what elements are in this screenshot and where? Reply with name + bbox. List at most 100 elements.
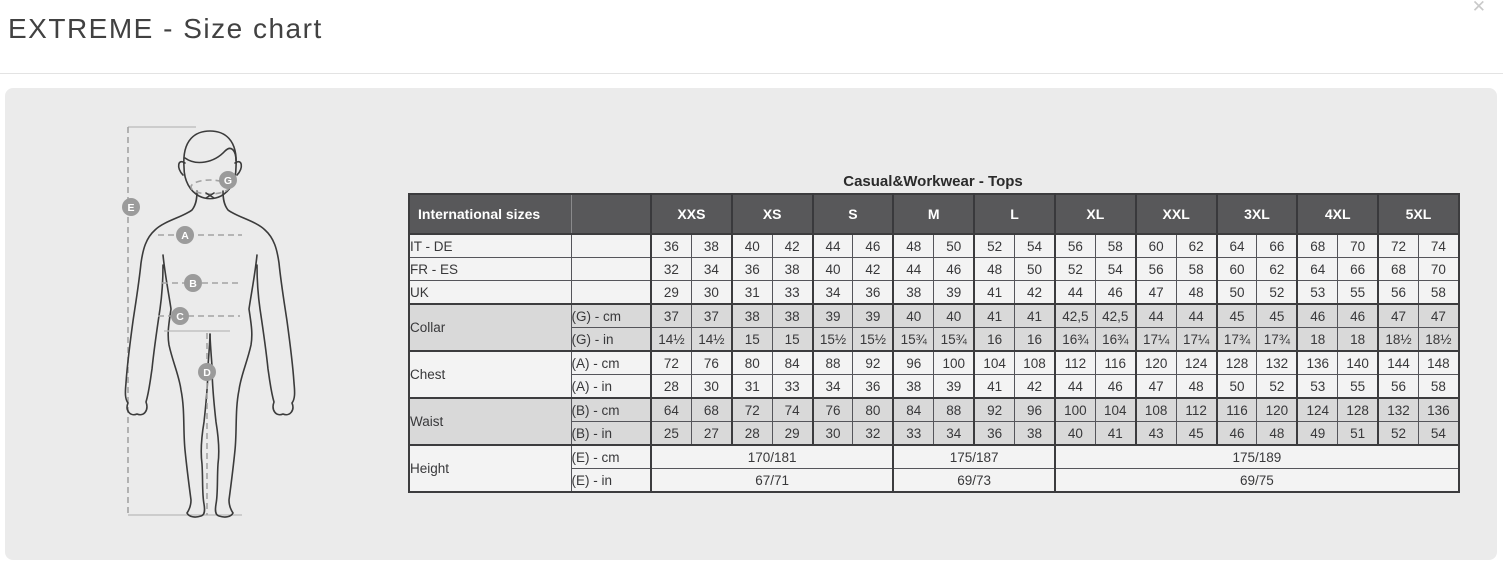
value-cell: 140 [1337, 350, 1379, 375]
svg-text:G: G [224, 175, 232, 187]
value-cell: 58 [1417, 374, 1460, 399]
value-cell: 76 [811, 397, 854, 422]
size-column-header: 5XL [1377, 194, 1459, 235]
value-cell: 88 [811, 350, 854, 375]
value-cell: 38 [771, 303, 814, 328]
value-cell: 37 [690, 303, 733, 328]
size-column-header: M [892, 194, 975, 235]
hair-line [184, 147, 237, 164]
size-column-header: L [973, 194, 1055, 235]
size-table-body: IT - DE 36 38 40 42 44 46 48 50 52 54 56 58 60 62 64 66 6… [408, 233, 1460, 493]
value-cell: 124 [1175, 350, 1218, 375]
table-row: IT - DE 36 38 40 42 44 46 48 50 52 54 56 58 60 62 64 66 6… [408, 233, 1460, 258]
value-cell: 36 [649, 233, 692, 258]
sub-label-cell: (A) - cm [570, 350, 652, 375]
corner-header: International sizes [409, 194, 571, 235]
value-cell: 60 [1134, 233, 1177, 258]
value-cell: 56 [1377, 280, 1419, 305]
table-row: Height (E) - cm 170/181 175/187 175/189 [408, 444, 1460, 493]
size-column-header: 4XL [1296, 194, 1379, 235]
value-cell: 38 [771, 257, 814, 281]
value-cell: 36 [852, 374, 894, 399]
value-cell: 52 [973, 233, 1016, 258]
body-measurement-diagram: E G A B C D [122, 126, 296, 518]
value-cell: 34 [811, 280, 854, 305]
value-cell: 51 [1337, 421, 1379, 446]
value-cell: 112 [1175, 397, 1218, 422]
close-icon[interactable]: ✕ [1471, 0, 1486, 16]
value-cell: 68 [1377, 257, 1419, 281]
measure-badge-G: G [219, 171, 237, 189]
value-cell: 58 [1417, 280, 1460, 305]
value-cell: 45 [1215, 303, 1258, 328]
measure-badge-D: D [198, 363, 216, 381]
value-cell: 39 [852, 303, 894, 328]
size-table-container: Casual&Workwear - Tops International siz… [408, 173, 1460, 493]
value-cell: 48 [1256, 421, 1298, 446]
value-cell: 15¾ [892, 327, 935, 352]
value-cell: 96 [1014, 397, 1056, 422]
sub-label-cell [570, 233, 652, 258]
size-chart-panel: E G A B C D Casual&Workwear - Tops Inter… [5, 88, 1497, 560]
value-cell: 50 [1215, 280, 1258, 305]
value-cell: 74 [771, 397, 814, 422]
value-cell: 31 [730, 280, 773, 305]
value-cell: 53 [1296, 280, 1339, 305]
size-column-header: S [811, 194, 894, 235]
value-cell: 128 [1215, 350, 1258, 375]
value-cell: 68 [1296, 233, 1339, 258]
value-cell: 29 [649, 280, 692, 305]
value-cell: 42 [1014, 374, 1056, 399]
value-cell: 44 [811, 233, 854, 258]
value-cell: 136 [1296, 350, 1339, 375]
value-cell: 18½ [1377, 327, 1419, 352]
value-cell: 41 [1014, 303, 1056, 328]
value-cell: 50 [1014, 257, 1056, 281]
value-cell: 96 [892, 350, 935, 375]
size-column-header: XXL [1134, 194, 1217, 235]
value-cell: 100 [1053, 397, 1096, 422]
row-label: Height [408, 444, 572, 493]
measure-badge-C: C [171, 307, 189, 325]
value-cell: 42 [852, 257, 894, 281]
row-label: FR - ES [408, 257, 572, 281]
value-cell: 40 [811, 257, 854, 281]
table-row: (B) - in 25 27 28 29 30 32 33 34 36 38 40 41 43 45 46 48… [409, 421, 1460, 446]
merged-value-cell: 67/71 [649, 468, 894, 493]
table-row: (E) - in 67/71 69/73 69/75 [409, 468, 1460, 493]
title-bar: EXTREME - Size chart [0, 0, 1503, 74]
value-cell: 70 [1417, 257, 1460, 281]
value-cell: 16 [973, 327, 1016, 352]
value-cell: 72 [730, 397, 773, 422]
table-row: (G) - in 14½ 14½ 15 15 15½ 15½ 15¾ 15¾ 16 16 16¾ 16¾… [409, 327, 1460, 352]
value-cell: 28 [649, 374, 692, 399]
value-cell: 29 [771, 421, 814, 446]
value-cell: 60 [1215, 257, 1258, 281]
value-cell: 32 [852, 421, 894, 446]
value-cell: 32 [649, 257, 692, 281]
value-cell: 46 [852, 233, 894, 258]
value-cell: 34 [811, 374, 854, 399]
value-cell: 37 [649, 303, 692, 328]
value-cell: 17¾ [1215, 327, 1258, 352]
value-cell: 18½ [1417, 327, 1460, 352]
row-label: Chest [408, 350, 572, 399]
value-cell: 38 [892, 280, 935, 305]
value-cell: 46 [1215, 421, 1258, 446]
value-cell: 40 [892, 303, 935, 328]
value-cell: 80 [852, 397, 894, 422]
value-cell: 66 [1337, 257, 1379, 281]
table-row: (A) - in 28 30 31 33 34 36 38 39 41 42 44 46 47 48 50 52… [409, 374, 1460, 399]
value-cell: 18 [1296, 327, 1339, 352]
value-cell: 48 [1175, 374, 1218, 399]
value-cell: 38 [892, 374, 935, 399]
svg-text:E: E [127, 202, 134, 214]
value-cell: 46 [1094, 374, 1137, 399]
row-label: Waist [408, 397, 572, 446]
value-cell: 58 [1175, 257, 1218, 281]
sub-label-cell: (E) - in [570, 468, 652, 493]
value-cell: 39 [811, 303, 854, 328]
value-cell: 34 [933, 421, 975, 446]
row-label: Collar [408, 303, 572, 352]
sub-label-cell [570, 257, 652, 281]
